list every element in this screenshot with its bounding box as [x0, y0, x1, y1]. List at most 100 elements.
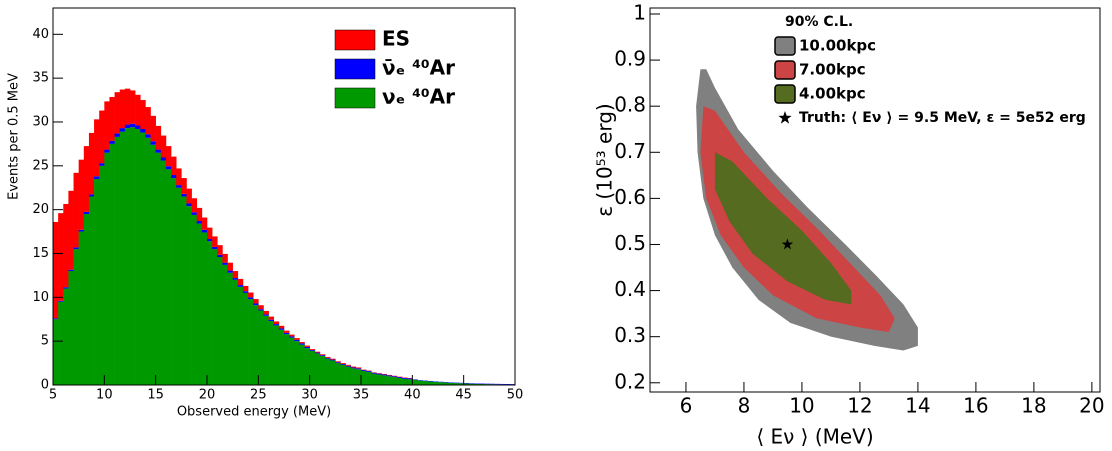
bar-segment: [160, 157, 167, 161]
x-tick-label: 10: [96, 387, 113, 402]
bar-segment: [191, 212, 198, 215]
legend-label: 10.00kpc: [799, 37, 876, 55]
bar-segment: [350, 366, 357, 368]
bar-segment: [258, 305, 264, 310]
bar-segment: [68, 271, 74, 385]
bar-segment: [140, 132, 146, 385]
bar-segment: [58, 300, 64, 302]
bar-segment: [155, 125, 162, 150]
bar-segment: [88, 196, 95, 385]
bar-segment: [88, 194, 95, 197]
bar-segment: [160, 135, 167, 158]
bar-segment: [176, 187, 182, 385]
bar-segment: [381, 375, 387, 385]
y-tick-label: 0.2: [614, 369, 646, 393]
legend-title: 90% C.L.: [785, 14, 853, 30]
bar-segment: [171, 175, 177, 179]
bar-segment: [248, 299, 254, 385]
bar-segment: [191, 198, 198, 213]
bar-segment: [248, 292, 254, 298]
bar-segment: [237, 285, 244, 287]
x-tick-label: 40: [404, 387, 421, 402]
bar-segment: [212, 246, 218, 250]
bar-segment: [196, 207, 203, 222]
bar-segment: [222, 253, 228, 263]
bar-segment: [355, 368, 362, 370]
bar-segment: [448, 382, 454, 385]
bar-segment: [319, 356, 326, 385]
bar-segment: [386, 376, 393, 385]
y-tick-label: 20: [32, 202, 49, 217]
bar-segment: [355, 367, 362, 369]
y-tick-label: 30: [32, 114, 49, 129]
x-tick-label: 45: [455, 387, 472, 402]
bar-segment: [381, 374, 387, 376]
bar-segment: [140, 128, 146, 133]
bar-segment: [114, 92, 121, 134]
bar-segment: [196, 223, 203, 385]
bar-segment: [78, 231, 85, 385]
bar-segment: [201, 232, 208, 385]
y-axis-label: Events per 0.5 MeV: [7, 73, 22, 200]
bar-segment: [135, 94, 141, 126]
bar-segment: [145, 134, 151, 138]
bar-segment: [284, 330, 290, 333]
bar-segment: [186, 206, 192, 385]
y-tick-label: 0.6: [614, 185, 646, 209]
x-tick-label: 50: [507, 387, 524, 402]
bar-segment: [124, 128, 131, 385]
bar-segment: [124, 88, 131, 125]
bar-segment: [227, 270, 233, 273]
bar-segment: [263, 310, 269, 315]
bar-segment: [340, 363, 346, 364]
bar-segment: [309, 349, 316, 350]
bar-segment: [73, 247, 79, 250]
bar-segment: [253, 305, 259, 385]
bar-segment: [207, 241, 213, 385]
bar-segment: [458, 383, 464, 385]
bar-segment: [73, 172, 79, 248]
bar-segment: [253, 299, 259, 304]
x-tick-label: 14: [905, 394, 930, 418]
bar-segment: [350, 367, 357, 369]
legend-swatch: [334, 87, 376, 109]
bar-segment: [212, 236, 218, 247]
bar-segment: [124, 124, 131, 129]
bar-segment: [325, 356, 331, 358]
bar-segment: [299, 342, 305, 344]
bar-segment: [263, 315, 269, 385]
bar-segment: [207, 227, 213, 240]
bar-segment: [155, 152, 162, 385]
bar-segment: [171, 178, 177, 385]
legend-marker: [778, 111, 792, 124]
bar-segment: [119, 128, 126, 132]
bar-segment: [237, 286, 244, 385]
bar-segment: [94, 119, 100, 177]
bar-segment: [227, 272, 233, 385]
x-tick-label: 10: [789, 394, 814, 418]
bar-segment: [150, 141, 156, 145]
bar-segment: [88, 132, 95, 195]
bar-segment: [119, 131, 126, 385]
bar-segment: [376, 373, 382, 375]
bar-segment: [78, 159, 85, 230]
bar-segment: [119, 89, 126, 129]
bar-segment: [371, 373, 377, 385]
bar-segment: [427, 381, 434, 385]
x-tick-label: 15: [147, 387, 164, 402]
bar-segment: [217, 256, 223, 385]
bar-segment: [258, 310, 264, 385]
bar-segment: [63, 287, 69, 289]
bar-segment: [68, 190, 74, 270]
bar-segment: [130, 123, 136, 128]
bar-segment: [438, 382, 444, 385]
legend-swatch: [774, 36, 796, 56]
bar-segment: [463, 383, 470, 385]
bar-segment: [335, 363, 341, 385]
bar-segment: [319, 354, 326, 356]
legend-label: νₑ ⁴⁰Ar: [382, 85, 455, 109]
bar-segment: [468, 383, 475, 385]
x-tick-label: 16: [963, 394, 988, 418]
y-tick-label: 0.9: [614, 47, 646, 71]
bar-segment: [181, 196, 187, 385]
